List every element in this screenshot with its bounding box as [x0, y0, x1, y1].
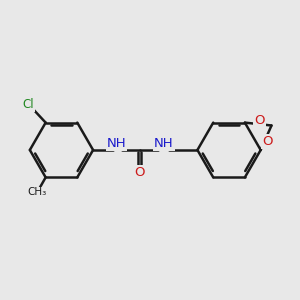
Text: O: O [134, 166, 145, 179]
Text: O: O [254, 114, 265, 127]
Text: CH₃: CH₃ [27, 188, 46, 197]
Text: NH: NH [154, 136, 174, 149]
Text: O: O [262, 135, 273, 148]
Text: Cl: Cl [22, 98, 34, 111]
Text: NH: NH [107, 136, 126, 149]
